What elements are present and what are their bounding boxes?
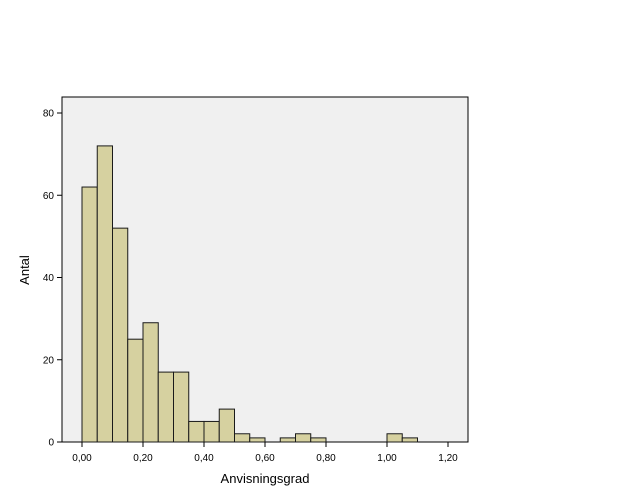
histogram-bar — [386, 433, 403, 443]
histogram-bar — [96, 145, 113, 443]
y-axis: 0 20 40 60 80 — [43, 109, 62, 449]
histogram-bar — [173, 371, 190, 443]
histogram-bar — [157, 371, 174, 443]
histogram-bar — [81, 186, 98, 443]
x-tick-label: 0,80 — [316, 453, 336, 464]
y-tick-label: 40 — [43, 273, 55, 284]
histogram-bar — [401, 437, 418, 443]
x-tick-label: 0,60 — [255, 453, 275, 464]
histogram-bar — [279, 437, 296, 443]
x-tick-label: 0,40 — [194, 453, 214, 464]
x-tick-label: 0,00 — [72, 453, 92, 464]
histogram-bar — [112, 227, 129, 443]
y-axis-title: Antal — [17, 255, 32, 285]
x-axis: 0,00 0,20 0,40 0,60 0,80 1,00 1,20 — [72, 442, 458, 464]
histogram-bar — [295, 433, 312, 443]
histogram-bar — [234, 433, 251, 443]
histogram-bar — [218, 408, 235, 443]
y-tick-label: 0 — [48, 438, 54, 449]
bars-group — [81, 145, 418, 443]
x-axis-title: Anvisningsgrad — [221, 471, 310, 486]
x-tick-label: 1,00 — [377, 453, 397, 464]
y-tick-label: 20 — [43, 355, 55, 366]
x-tick-label: 0,20 — [133, 453, 153, 464]
histogram-bar — [127, 338, 144, 443]
histogram-bar — [203, 420, 220, 443]
histogram-bar — [249, 437, 266, 443]
x-tick-label: 1,20 — [438, 453, 458, 464]
histogram-bar — [142, 322, 159, 443]
histogram-bar — [310, 437, 327, 443]
y-tick-label: 60 — [43, 191, 55, 202]
y-tick-label: 80 — [43, 109, 55, 120]
histogram-bar — [188, 420, 205, 443]
